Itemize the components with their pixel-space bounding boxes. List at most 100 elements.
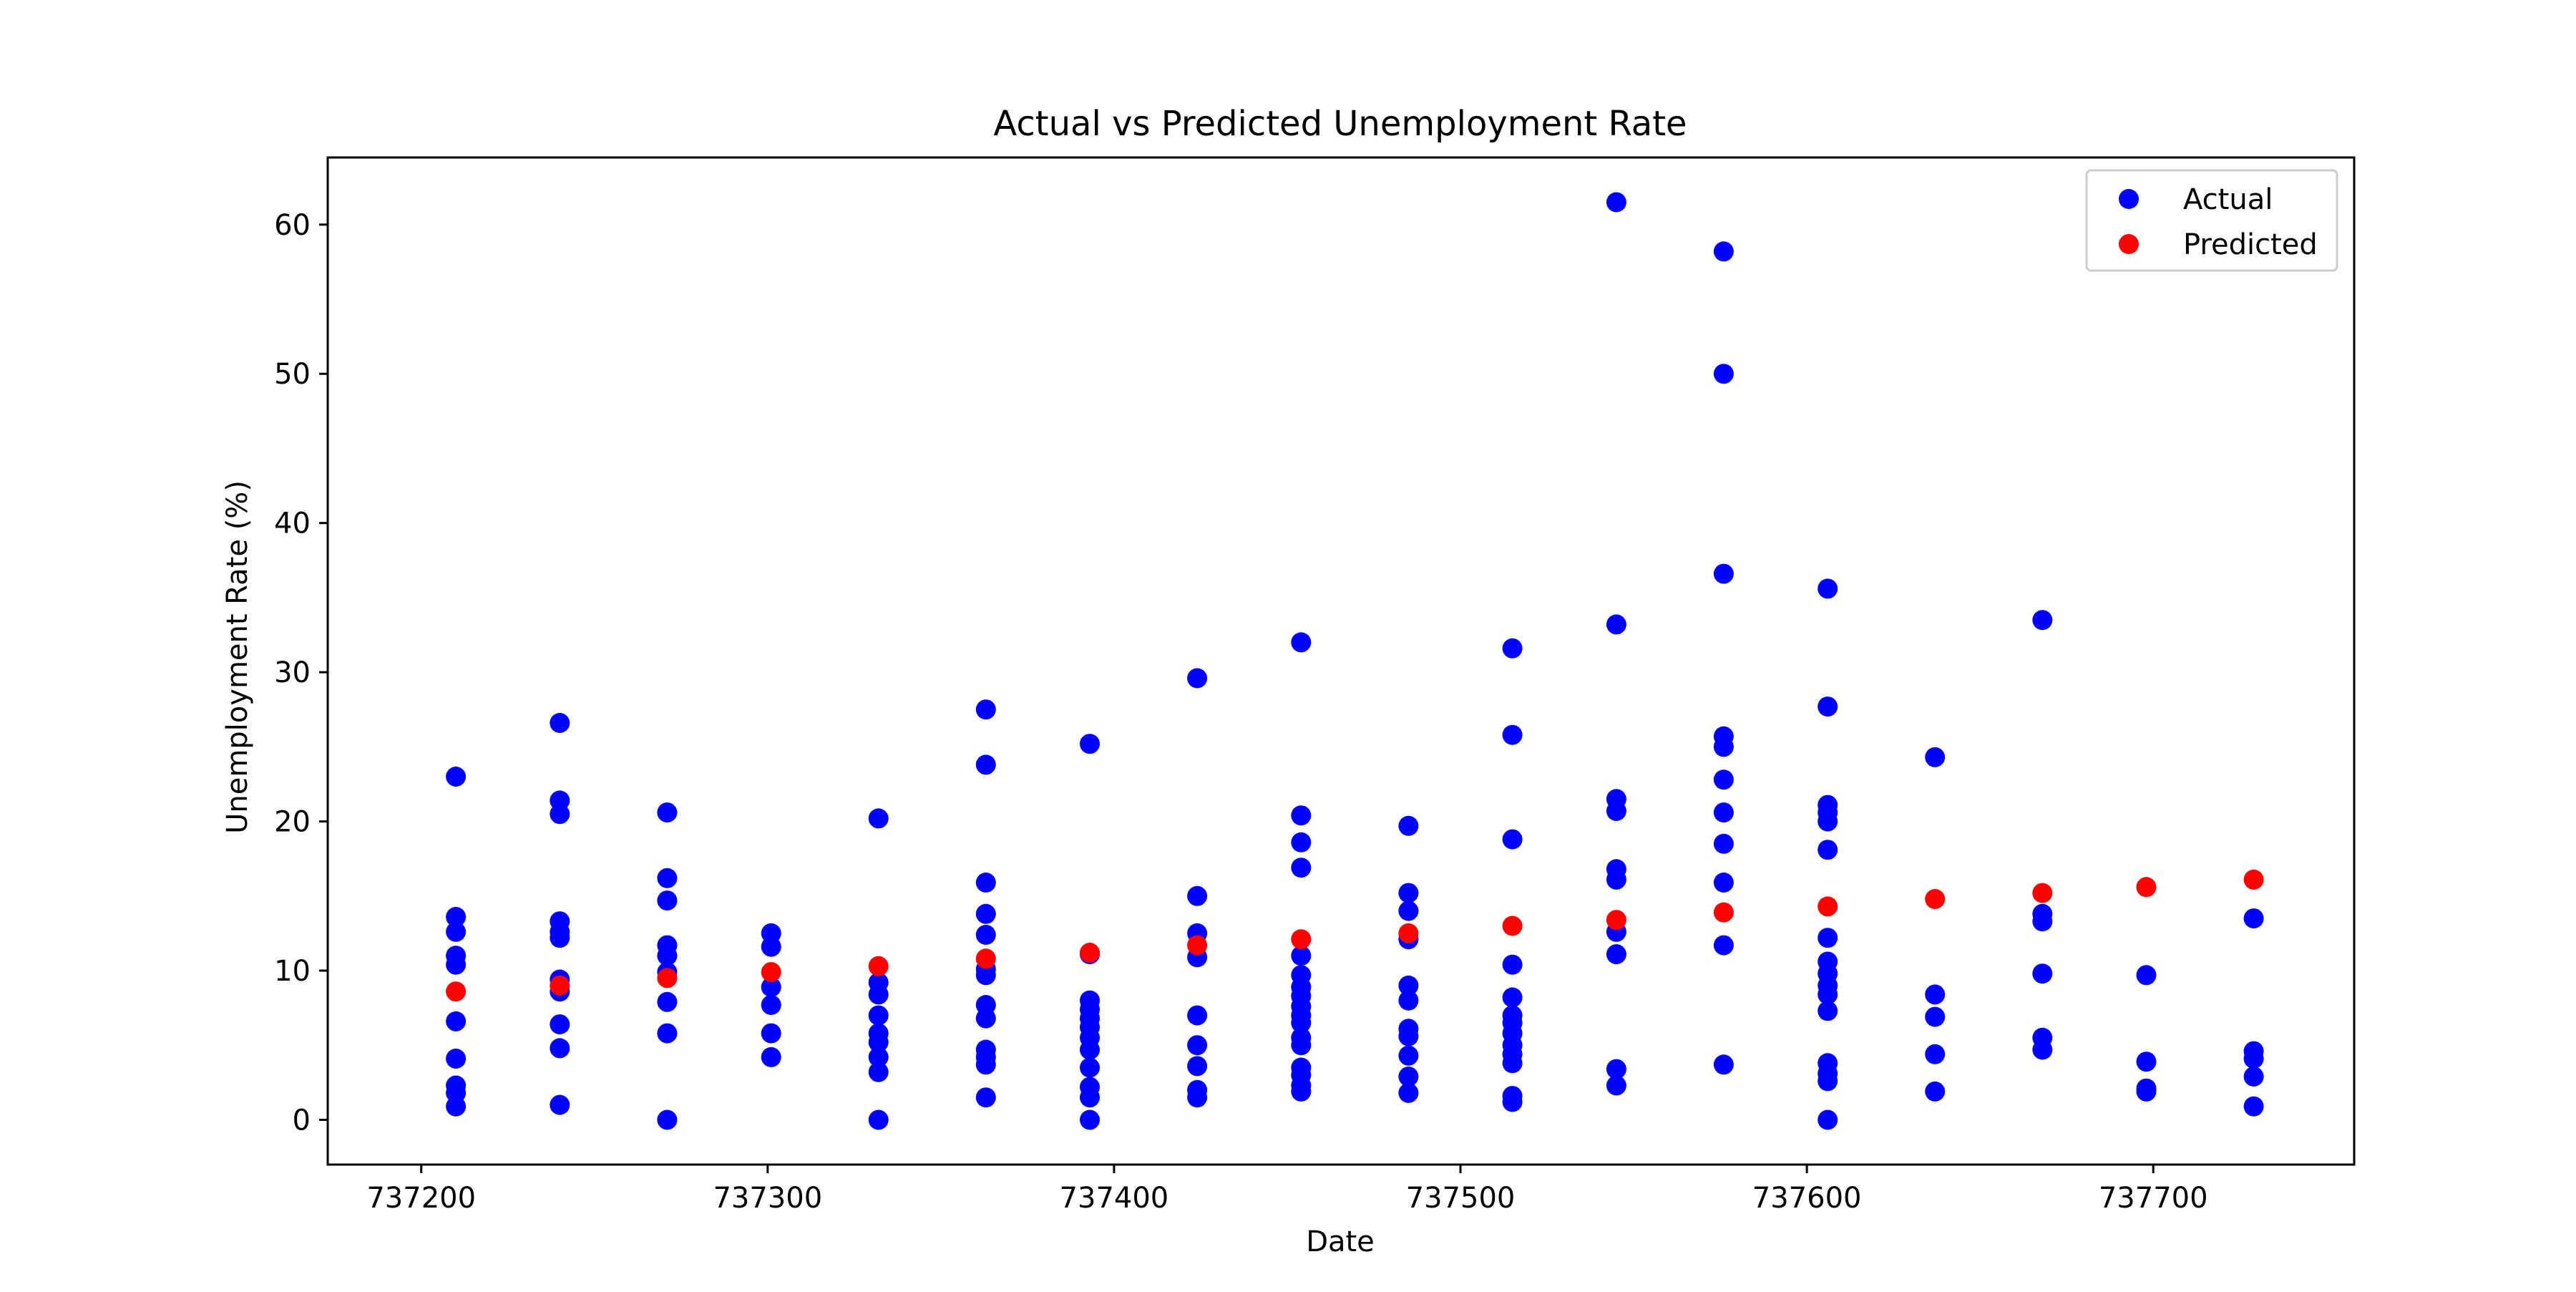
data-point-predicted: [446, 981, 467, 1002]
data-point-actual: [1818, 811, 1838, 832]
data-point-actual: [2136, 965, 2157, 986]
x-tick-label: 737200: [366, 1182, 476, 1215]
data-point-actual: [975, 754, 996, 775]
data-point-actual: [1606, 801, 1626, 821]
data-point-actual: [1713, 769, 1734, 790]
data-point-actual: [1291, 632, 1312, 653]
y-tick-label: 30: [274, 656, 311, 689]
data-point-actual: [1606, 1075, 1626, 1096]
y-tick-label: 20: [274, 806, 311, 839]
data-point-actual: [975, 925, 996, 945]
data-point-actual: [1291, 805, 1312, 826]
y-tick-label: 0: [293, 1104, 311, 1137]
data-point-actual: [1398, 1067, 1419, 1087]
legend-box: [2085, 169, 2338, 272]
axes: 737200 737300 737400 737500 737600 737700 0 10 2…: [274, 156, 2356, 1215]
data-point-actual: [1502, 954, 1523, 975]
data-point-actual: [446, 907, 467, 927]
data-point-actual: [446, 1049, 467, 1069]
data-point-predicted: [1187, 935, 1208, 956]
data-point-actual: [550, 1038, 570, 1059]
data-point-actual: [1502, 724, 1523, 745]
data-point-actual: [1818, 984, 1838, 1005]
data-point-actual: [1502, 638, 1523, 659]
data-point-predicted: [761, 962, 781, 983]
data-point-actual: [1187, 1087, 1208, 1108]
data-point-actual: [446, 954, 467, 975]
data-point-actual: [761, 977, 781, 997]
plot-area: [446, 192, 2264, 1130]
data-point-actual: [550, 928, 570, 948]
data-point-predicted: [868, 956, 889, 976]
data-point-actual: [975, 965, 996, 986]
data-point-actual: [2243, 1049, 2264, 1069]
data-point-actual: [2032, 911, 2053, 932]
data-point-actual: [868, 1046, 889, 1067]
data-point-actual: [1502, 1092, 1523, 1112]
data-point-actual: [1818, 1109, 1838, 1130]
data-point-actual: [2243, 1096, 2264, 1117]
data-point-actual: [1713, 1054, 1734, 1075]
data-point-predicted: [1291, 929, 1312, 950]
data-point-actual: [868, 1109, 889, 1130]
data-point-actual: [1606, 944, 1626, 965]
data-point-predicted: [1925, 889, 1946, 909]
data-point-actual: [1713, 737, 1734, 757]
data-point-actual: [1925, 1044, 1946, 1064]
data-point-actual: [1713, 241, 1734, 262]
data-point-actual: [761, 1046, 781, 1067]
data-point-actual: [1818, 696, 1838, 717]
data-point-actual: [1080, 1109, 1100, 1130]
data-point-actual: [975, 873, 996, 893]
data-point-actual: [1291, 1035, 1312, 1056]
data-point-actual: [1713, 833, 1734, 854]
data-point-actual: [761, 1023, 781, 1044]
legend-label-predicted: Predicted: [2183, 228, 2318, 261]
data-point-actual: [1925, 1006, 1946, 1027]
data-point-actual: [975, 699, 996, 720]
data-point-actual: [1187, 668, 1208, 689]
data-point-actual: [1291, 1081, 1312, 1102]
data-point-actual: [657, 991, 678, 1012]
data-point-actual: [1606, 1059, 1626, 1079]
data-point-predicted: [2243, 869, 2264, 890]
data-point-actual: [1080, 1087, 1100, 1108]
legend-marker-predicted: [2119, 234, 2139, 254]
data-point-actual: [1713, 873, 1734, 893]
data-point-actual: [1080, 734, 1100, 754]
data-point-actual: [1398, 975, 1419, 996]
data-point-actual: [1080, 1057, 1100, 1078]
x-axis-label: Date: [1306, 1225, 1375, 1258]
data-point-actual: [868, 1005, 889, 1026]
data-point-actual: [2032, 1039, 2053, 1060]
series-predicted: [446, 869, 2264, 1002]
data-point-actual: [1398, 990, 1419, 1011]
data-point-predicted: [2032, 883, 2053, 903]
data-point-predicted: [1080, 943, 1100, 963]
data-point-actual: [1713, 563, 1734, 584]
data-point-actual: [1291, 1013, 1312, 1033]
data-point-actual: [657, 802, 678, 823]
data-point-actual: [1713, 364, 1734, 384]
data-point-actual: [446, 1096, 467, 1117]
legend-marker-actual: [2119, 189, 2139, 209]
y-axis-label: Unemployment Rate (%): [221, 480, 254, 834]
data-point-actual: [1398, 900, 1419, 921]
data-point-actual: [2136, 1051, 2157, 1072]
data-point-actual: [1925, 747, 1946, 767]
y-tick-label: 50: [274, 358, 311, 391]
data-point-actual: [761, 995, 781, 1015]
data-point-actual: [1606, 614, 1626, 635]
data-point-actual: [1291, 832, 1312, 853]
data-point-actual: [550, 713, 570, 733]
chart-title: Actual vs Predicted Unemployment Rate: [993, 104, 1687, 144]
data-point-actual: [2243, 1067, 2264, 1087]
y-tick-label: 60: [274, 209, 311, 242]
data-point-actual: [550, 1094, 570, 1115]
y-tick-label: 40: [274, 507, 311, 540]
data-point-actual: [1818, 840, 1838, 860]
data-point-actual: [550, 1014, 570, 1035]
data-point-actual: [868, 808, 889, 829]
data-point-actual: [1925, 1081, 1946, 1102]
